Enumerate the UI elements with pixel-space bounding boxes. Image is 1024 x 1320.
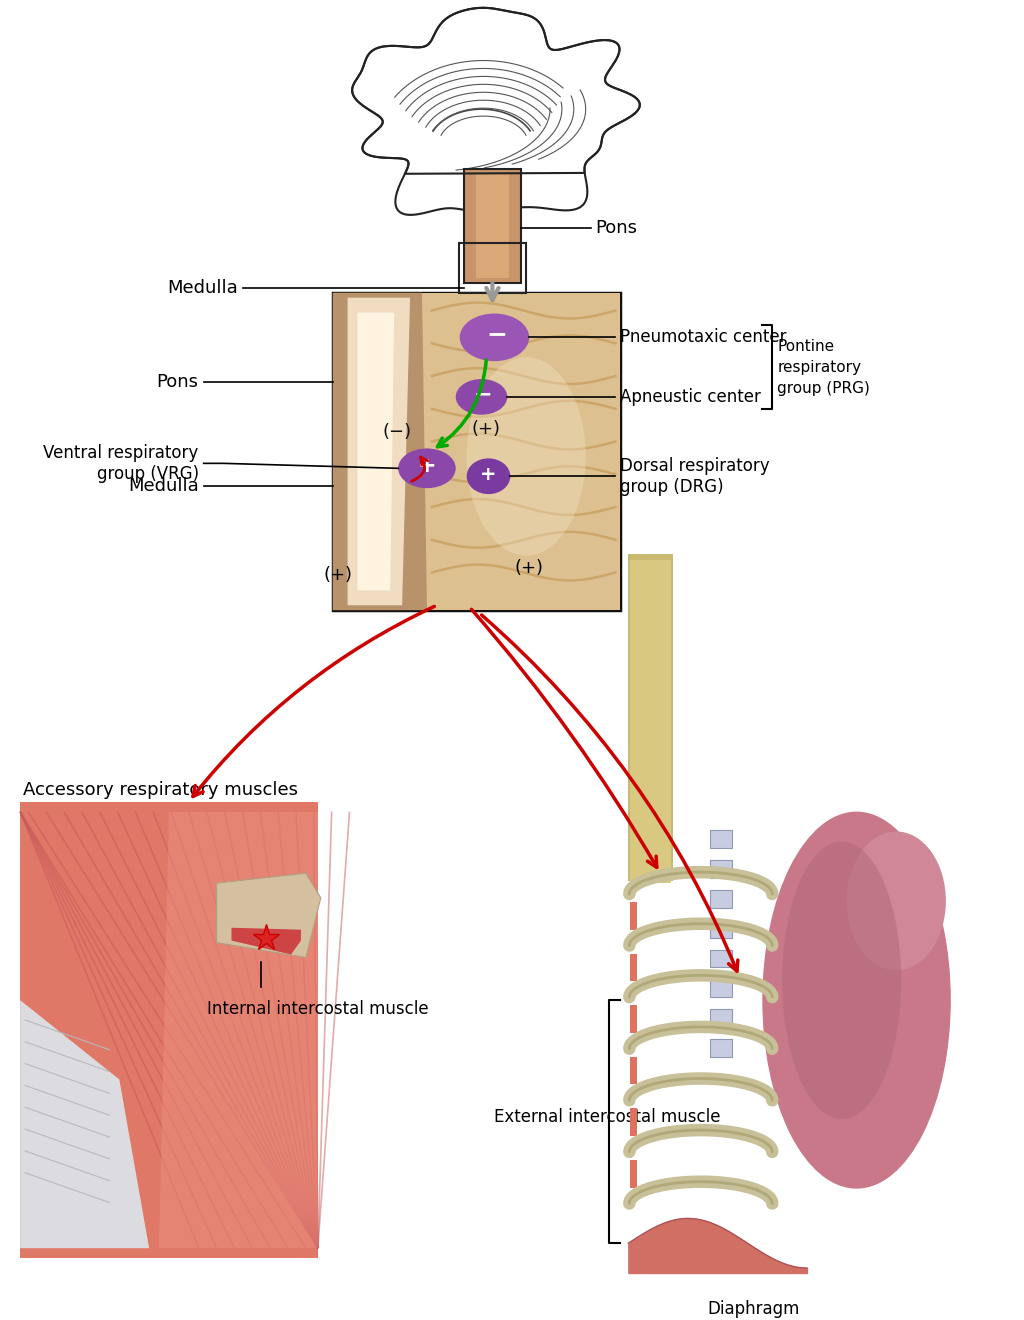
Bar xyxy=(20,801,317,1258)
Polygon shape xyxy=(217,873,321,957)
Ellipse shape xyxy=(782,841,901,1119)
Text: Medulla: Medulla xyxy=(168,279,239,297)
Bar xyxy=(710,949,731,968)
Text: Apneustic center: Apneustic center xyxy=(621,388,761,405)
Bar xyxy=(631,1109,637,1137)
Bar xyxy=(631,560,671,883)
Bar xyxy=(629,553,673,880)
Polygon shape xyxy=(159,812,317,1249)
Text: Pons: Pons xyxy=(157,374,199,391)
Bar xyxy=(631,1057,637,1085)
Polygon shape xyxy=(347,297,410,606)
Text: Medulla: Medulla xyxy=(128,477,199,495)
Text: (+): (+) xyxy=(472,420,501,438)
Text: Accessory respiratory muscles: Accessory respiratory muscles xyxy=(24,780,298,799)
Polygon shape xyxy=(231,928,301,954)
Bar xyxy=(710,890,731,908)
Bar xyxy=(710,861,731,878)
Bar xyxy=(631,953,637,981)
Bar xyxy=(459,243,526,293)
Ellipse shape xyxy=(467,358,586,556)
Text: (+): (+) xyxy=(324,566,352,585)
Bar xyxy=(631,1160,637,1188)
Text: (−): (−) xyxy=(383,422,412,441)
Bar xyxy=(710,1039,731,1057)
Text: +: + xyxy=(480,465,497,483)
Text: External intercostal muscle: External intercostal muscle xyxy=(495,1107,721,1126)
Text: Internal intercostal muscle: Internal intercostal muscle xyxy=(207,1001,428,1018)
Bar xyxy=(631,902,637,929)
Text: Pontine
respiratory
group (PRG): Pontine respiratory group (PRG) xyxy=(777,339,870,396)
Ellipse shape xyxy=(460,314,529,362)
Bar xyxy=(710,1008,731,1027)
Text: Ventral respiratory
group (VRG): Ventral respiratory group (VRG) xyxy=(43,444,199,483)
Ellipse shape xyxy=(456,379,507,414)
Ellipse shape xyxy=(467,458,510,494)
Bar xyxy=(710,830,731,849)
Bar xyxy=(710,920,731,937)
Bar xyxy=(710,979,731,997)
Text: Pons: Pons xyxy=(596,219,638,238)
Ellipse shape xyxy=(398,449,456,488)
Polygon shape xyxy=(333,293,437,610)
Text: −: − xyxy=(473,385,492,405)
Text: Diaphragm: Diaphragm xyxy=(708,1300,800,1317)
Ellipse shape xyxy=(847,832,946,970)
Bar xyxy=(464,169,521,282)
Bar xyxy=(631,1005,637,1032)
Bar xyxy=(333,293,621,610)
Text: (+): (+) xyxy=(515,558,544,577)
Polygon shape xyxy=(357,313,394,590)
Bar xyxy=(475,174,509,277)
Polygon shape xyxy=(422,293,621,610)
Text: −: − xyxy=(486,322,507,346)
Text: Dorsal respiratory
group (DRG): Dorsal respiratory group (DRG) xyxy=(621,457,770,495)
Text: +: + xyxy=(418,457,436,477)
Polygon shape xyxy=(20,1001,150,1249)
Text: Pneumotaxic center: Pneumotaxic center xyxy=(621,329,786,346)
Ellipse shape xyxy=(762,812,951,1188)
Polygon shape xyxy=(352,8,640,215)
